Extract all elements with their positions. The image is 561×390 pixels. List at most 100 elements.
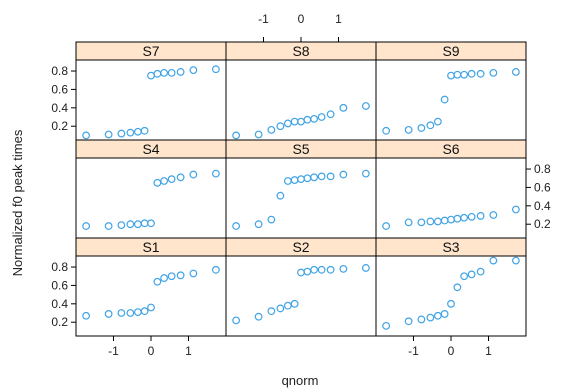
panel-frame-s1 xyxy=(75,255,227,337)
data-point xyxy=(460,272,469,281)
data-point xyxy=(404,218,413,227)
data-point xyxy=(117,221,126,230)
data-point xyxy=(511,256,520,265)
data-point xyxy=(297,175,305,184)
panel-frame-s2 xyxy=(225,255,377,337)
panels-group: S7 S8 S9 S4 S5 S6 S1 S2 S3 0.2 0.4 0.6 0.8 0.2 0.4 0.6 0… xyxy=(51,12,551,358)
data-point xyxy=(326,110,335,119)
data-point xyxy=(511,68,520,76)
data-point xyxy=(303,174,312,183)
data-point xyxy=(126,309,135,317)
data-point xyxy=(489,211,498,219)
data-point xyxy=(361,102,370,110)
data-point xyxy=(404,125,413,134)
data-point xyxy=(426,313,435,322)
data-point xyxy=(476,267,485,276)
data-point xyxy=(267,307,276,316)
data-point xyxy=(167,68,176,77)
y-tick-label: 0.8 xyxy=(51,64,68,78)
y-tick-label: 0.4 xyxy=(534,199,551,213)
data-point xyxy=(140,126,149,135)
data-point xyxy=(176,271,185,280)
y-axis-title: Normalized f0 peak times xyxy=(10,129,25,276)
data-point xyxy=(117,129,126,138)
data-point xyxy=(267,215,276,224)
data-point xyxy=(339,170,348,179)
data-point xyxy=(290,117,299,126)
data-point xyxy=(82,222,91,230)
panel-label-s1: S1 xyxy=(142,239,159,255)
y-tick-label: 0.2 xyxy=(534,217,551,231)
panel-label-s7: S7 xyxy=(142,43,159,59)
panel-label-s8: S8 xyxy=(292,43,309,59)
data-point xyxy=(283,301,292,310)
y-tick-label: 0.4 xyxy=(51,297,68,311)
data-point xyxy=(447,71,455,80)
data-point xyxy=(167,272,176,281)
data-point xyxy=(303,267,312,276)
panel-label-s3: S3 xyxy=(442,239,459,255)
data-point xyxy=(160,177,169,185)
data-point xyxy=(447,299,455,308)
data-point xyxy=(133,127,142,136)
data-point xyxy=(433,311,442,320)
data-point xyxy=(453,214,462,223)
y-tick-label: 0.2 xyxy=(51,119,68,133)
data-point xyxy=(426,121,435,130)
data-point xyxy=(189,170,198,179)
panel-frame-s5 xyxy=(225,157,377,239)
data-point xyxy=(476,69,485,78)
data-point xyxy=(382,321,391,330)
data-point xyxy=(489,68,498,77)
data-point xyxy=(232,222,241,230)
x-tick-label: 1 xyxy=(485,344,492,358)
data-point xyxy=(160,274,169,282)
data-point xyxy=(310,173,319,182)
data-point xyxy=(489,256,498,265)
x-tick-label: 0 xyxy=(448,344,455,358)
data-point xyxy=(467,212,476,221)
panel-label-s6: S6 xyxy=(442,141,459,157)
data-point xyxy=(339,264,348,273)
y-tick-label: 0.6 xyxy=(51,278,68,292)
data-point xyxy=(453,283,462,292)
data-point xyxy=(276,122,285,131)
data-point xyxy=(440,216,449,225)
data-point xyxy=(453,70,462,79)
data-point xyxy=(147,219,155,228)
data-point xyxy=(467,69,476,78)
data-point xyxy=(211,65,220,74)
data-point xyxy=(140,219,149,228)
panel-label-s2: S2 xyxy=(292,239,309,255)
x-tick-label: 1 xyxy=(335,12,342,26)
data-point xyxy=(339,103,348,112)
data-point xyxy=(167,175,176,184)
data-point xyxy=(211,169,220,178)
data-point xyxy=(82,131,91,140)
data-point xyxy=(176,173,185,182)
data-point xyxy=(440,95,449,104)
data-point xyxy=(140,307,149,316)
data-point xyxy=(417,124,426,132)
data-point xyxy=(232,316,241,325)
data-point xyxy=(382,222,391,230)
data-point xyxy=(126,128,135,137)
data-point xyxy=(511,205,520,214)
y-tick-label: 0.8 xyxy=(51,260,68,274)
data-point xyxy=(361,264,370,272)
data-point xyxy=(153,277,162,286)
data-point xyxy=(467,270,476,279)
data-point xyxy=(104,310,113,318)
data-point xyxy=(147,303,155,312)
data-point xyxy=(460,213,469,222)
x-tick-label: 1 xyxy=(185,344,192,358)
data-point xyxy=(254,220,263,229)
data-point xyxy=(297,268,305,277)
data-point xyxy=(160,68,169,77)
y-tick-label: 0.6 xyxy=(51,82,68,96)
panel-label-s4: S4 xyxy=(142,141,159,157)
data-point xyxy=(460,70,469,79)
data-point xyxy=(276,191,285,200)
panel-label-s5: S5 xyxy=(292,141,309,157)
